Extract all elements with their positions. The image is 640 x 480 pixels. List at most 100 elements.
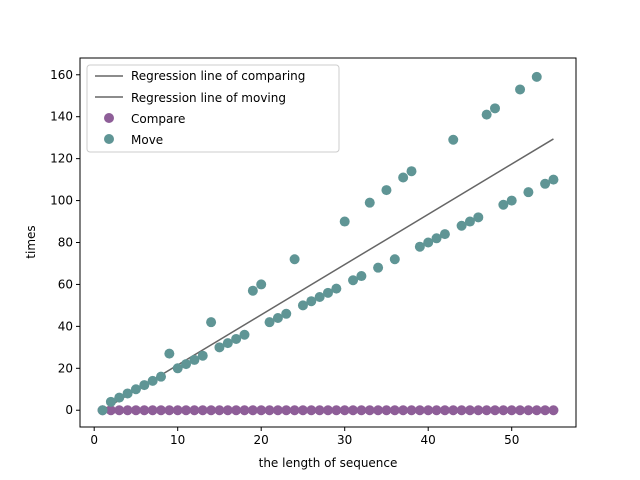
move-point <box>139 380 150 391</box>
move-point <box>114 392 125 403</box>
compare-point <box>247 405 258 416</box>
compare-point <box>239 405 250 416</box>
legend-box <box>86 64 340 153</box>
compare-point <box>423 405 434 416</box>
legend-label-comparing: Regression line of comparing <box>131 69 305 83</box>
compare-point <box>172 405 183 416</box>
move-point <box>373 262 384 273</box>
move-point <box>389 254 400 265</box>
move-point <box>348 275 359 286</box>
y-axis-ticks: 0 20 40 60 80 100 120 140 160 <box>50 68 80 417</box>
x-tick-label: 0 <box>90 433 98 447</box>
move-point <box>548 174 559 185</box>
compare-point <box>506 405 517 416</box>
move-point <box>281 308 292 319</box>
x-axis-label: the length of sequence <box>259 456 398 470</box>
compare-point <box>272 405 283 416</box>
compare-point <box>381 405 392 416</box>
move-point <box>490 103 500 114</box>
compare-point <box>464 405 475 416</box>
move-point <box>256 279 267 290</box>
compare-point <box>456 405 467 416</box>
y-tick-label: 140 <box>50 110 73 124</box>
compare-point <box>130 405 141 416</box>
x-tick-label: 20 <box>254 433 269 447</box>
compare-point <box>356 405 367 416</box>
move-point <box>531 71 542 82</box>
move-point <box>331 283 342 294</box>
move-point <box>439 229 450 240</box>
y-tick-label: 0 <box>65 403 73 417</box>
move-point <box>164 348 175 359</box>
legend-label-moving: Regression line of moving <box>131 91 286 105</box>
move-point <box>414 241 425 252</box>
move-point <box>189 354 200 365</box>
compare-point <box>256 405 267 416</box>
move-point <box>206 317 217 328</box>
compare-point <box>289 405 300 416</box>
compare-point <box>431 405 442 416</box>
compare-point <box>498 405 509 416</box>
compare-point <box>389 405 400 416</box>
compare-point <box>406 405 417 416</box>
move-point <box>105 396 116 407</box>
compare-point <box>189 405 200 416</box>
legend-label-move: Move <box>131 133 163 147</box>
move-point <box>214 342 225 353</box>
compare-point <box>481 405 492 416</box>
compare-point <box>197 405 208 416</box>
compare-point <box>139 405 150 416</box>
move-point <box>473 212 484 223</box>
y-tick-label: 100 <box>50 194 73 208</box>
y-tick-label: 120 <box>50 152 73 166</box>
move-point <box>122 388 133 399</box>
move-point <box>381 185 392 196</box>
move-point <box>423 237 434 248</box>
y-tick-label: 40 <box>58 319 73 333</box>
move-point <box>398 172 409 183</box>
y-tick-label: 60 <box>58 277 73 291</box>
move-point <box>448 134 459 145</box>
compare-point <box>414 405 425 416</box>
legend: Regression line of comparing Regression … <box>86 64 340 153</box>
move-point <box>406 166 417 177</box>
move-point <box>289 254 300 265</box>
move-point <box>239 329 250 340</box>
compare-point <box>490 405 500 416</box>
move-point <box>97 405 108 416</box>
move-point <box>356 271 367 282</box>
move-point <box>431 233 442 244</box>
compare-point <box>222 405 233 416</box>
y-tick-label: 80 <box>58 236 73 250</box>
move-point <box>172 363 183 374</box>
move-point <box>498 199 509 210</box>
compare-point <box>448 405 459 416</box>
compare-point <box>314 405 325 416</box>
legend-marker-compare <box>104 113 114 123</box>
move-point <box>222 338 233 349</box>
compare-point <box>306 405 317 416</box>
x-tick-label: 30 <box>337 433 352 447</box>
move-point <box>247 285 258 296</box>
compare-point <box>147 405 158 416</box>
move-point <box>339 216 350 227</box>
compare-point <box>181 405 192 416</box>
y-axis-label: times <box>24 225 38 258</box>
compare-point <box>398 405 409 416</box>
move-point <box>506 195 517 206</box>
move-point <box>364 197 375 208</box>
compare-point <box>297 405 308 416</box>
compare-point <box>156 405 166 416</box>
x-tick-label: 40 <box>421 433 436 447</box>
compare-point <box>214 405 225 416</box>
move-point <box>456 220 467 231</box>
x-tick-label: 10 <box>170 433 185 447</box>
compare-point <box>281 405 292 416</box>
compare-point <box>548 405 559 416</box>
move-point <box>264 317 275 328</box>
compare-point <box>105 405 116 416</box>
compare-point <box>473 405 484 416</box>
move-point <box>523 187 534 198</box>
x-axis-ticks: 0 10 20 30 40 50 <box>90 427 519 447</box>
